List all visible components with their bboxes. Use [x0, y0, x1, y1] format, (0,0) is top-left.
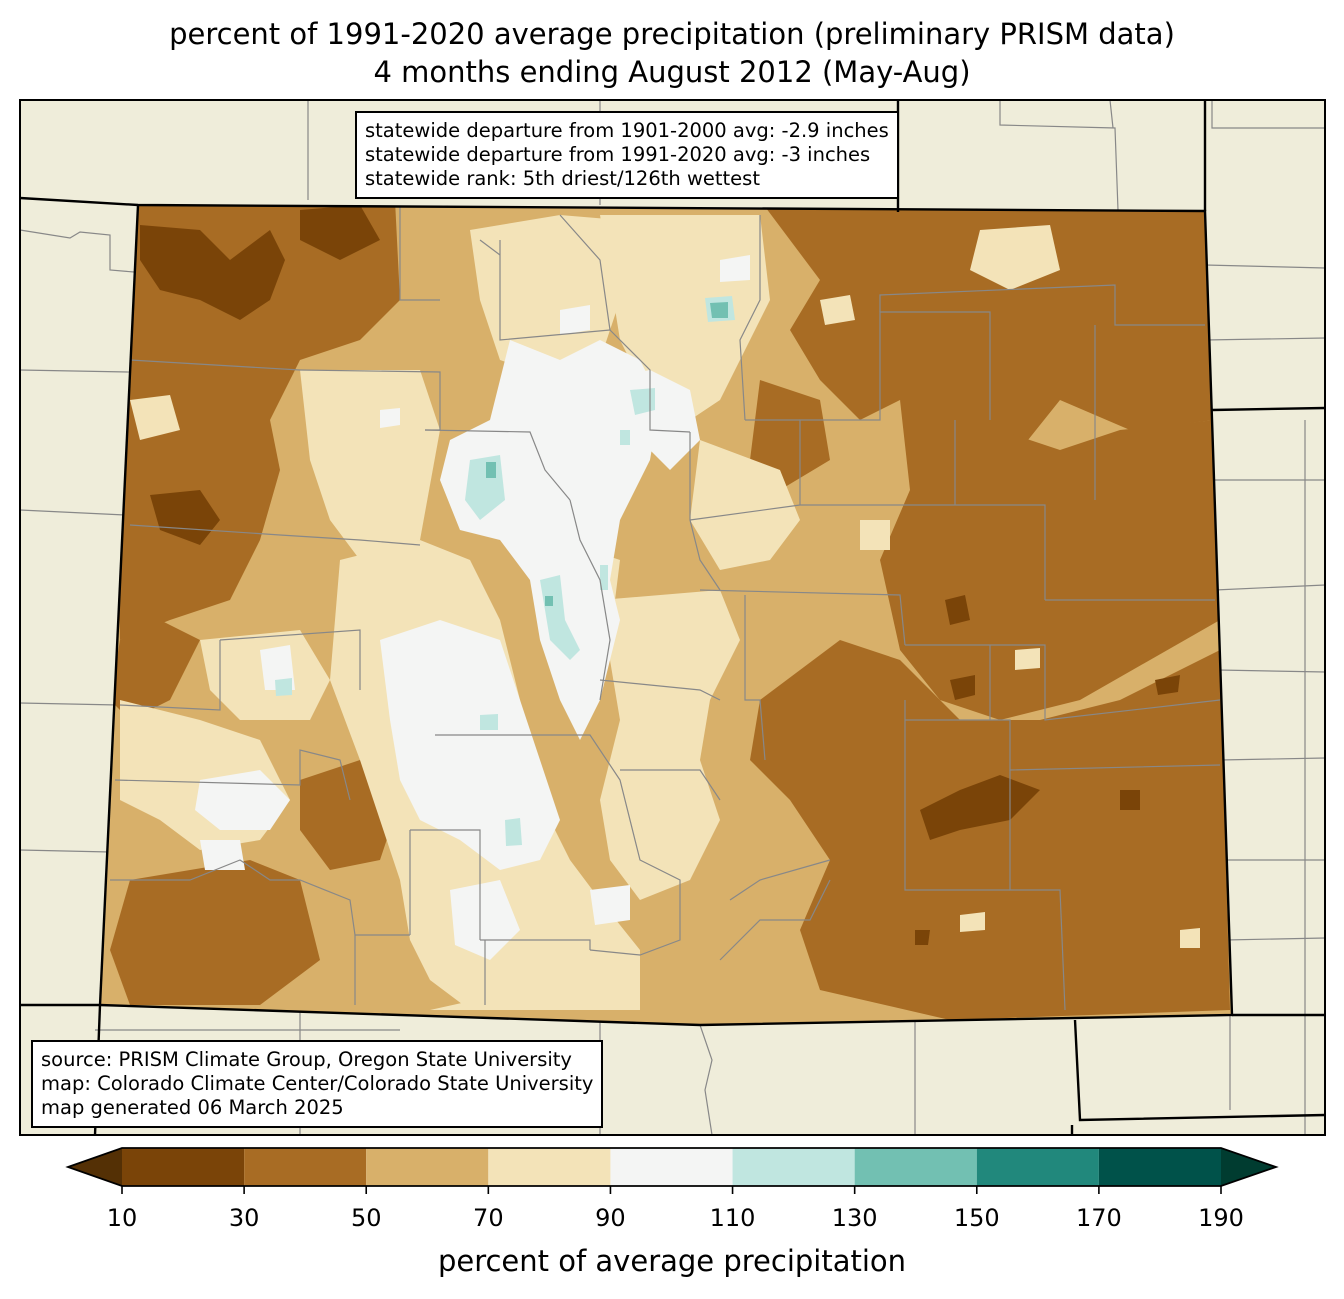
- stats-rank: statewide rank: 5th driest/126th wettest: [365, 167, 760, 190]
- source-box: source: PRISM Climate Group, Oregon Stat…: [31, 1040, 604, 1128]
- colorbar-tick-label-10: 10: [106, 1204, 138, 1232]
- colorado-county-lines: [110, 205, 1221, 1011]
- map-title-line1: percent of 1991-2020 average precipitati…: [169, 17, 1175, 51]
- colorbar-bin-30-50: [244, 1148, 367, 1186]
- colorbar-under-arrow: [68, 1148, 122, 1186]
- colorbar-tick-label-70: 70: [473, 1204, 504, 1232]
- colorbar-tick-label-170: 170: [1075, 1204, 1122, 1232]
- colorbar-tick-label-90: 90: [595, 1204, 626, 1232]
- colorbar-tick-label-110: 110: [709, 1204, 756, 1232]
- colorbar-bin-130-150: [854, 1148, 977, 1186]
- colorbar-tick-label-150: 150: [953, 1204, 1000, 1232]
- colorbar-bin-10-30: [122, 1148, 245, 1186]
- map-frame: [19, 99, 1326, 1136]
- colorado-precipitation-field: [100, 205, 1232, 1025]
- stats-departure-1901-2000: statewide departure from 1901-2000 avg: …: [365, 119, 889, 142]
- colorbar-bin-70-90: [488, 1148, 611, 1186]
- map-title-line2: 4 months ending August 2012 (May-Aug): [373, 55, 971, 89]
- map-credit-line: map: Colorado Climate Center/Colorado St…: [41, 1072, 594, 1095]
- statewide-stats-box: statewide departure from 1901-2000 avg: …: [355, 111, 899, 199]
- colorbar-bin-150-170: [976, 1148, 1099, 1186]
- colorbar-bin-110-130: [732, 1148, 855, 1186]
- colorbar-tick-label-190: 190: [1198, 1204, 1244, 1232]
- source-line: source: PRISM Climate Group, Oregon Stat…: [41, 1048, 572, 1071]
- colorbar-tick-label-50: 50: [350, 1204, 382, 1232]
- colorbar-tick-label-30: 30: [228, 1204, 260, 1232]
- stats-departure-1991-2020: statewide departure from 1991-2020 avg: …: [365, 143, 871, 166]
- colorbar-tick-label-130: 130: [831, 1204, 878, 1232]
- colorbar-bin-90-110: [610, 1148, 733, 1186]
- colorbar-over-arrow: [1221, 1148, 1276, 1186]
- colorbar-bin-50-70: [366, 1148, 489, 1186]
- colorbar-label: percent of average precipitation: [437, 1244, 907, 1278]
- generated-date-line: map generated 06 March 2025: [41, 1096, 344, 1119]
- colorbar-bin-170-190: [1098, 1148, 1221, 1186]
